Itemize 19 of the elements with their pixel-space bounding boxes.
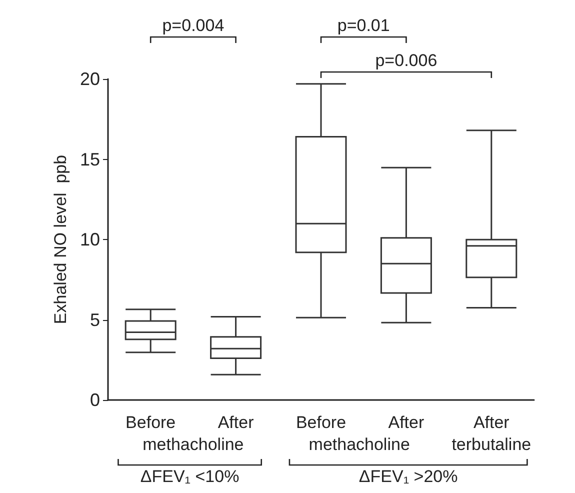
y-axis-title: Exhaled NO level ppb <box>51 154 70 324</box>
y-tick-label: 0 <box>90 390 100 410</box>
text: ΔFEV₁ <10% <box>140 467 240 486</box>
text: ΔFEV₁ >20% <box>358 467 458 486</box>
x-tick-label: After <box>473 413 510 432</box>
y-tick-label: 5 <box>90 310 100 330</box>
text: p=0.01 <box>337 16 390 35</box>
y-tick-label: 15 <box>80 149 100 170</box>
text: p=0.004 <box>162 16 224 35</box>
x-tick-label: Before <box>126 413 176 432</box>
text: p=0.006 <box>375 51 438 70</box>
y-tick-label: 10 <box>80 230 100 250</box>
x-tick-label: After <box>388 413 424 432</box>
y-tick-label: 20 <box>80 69 100 89</box>
text: methacholine <box>308 435 410 454</box>
x-tick-label: Before <box>296 413 346 432</box>
text: terbutaline <box>452 435 532 454</box>
text: methacholine <box>142 435 244 454</box>
x-tick-label: After <box>218 413 254 432</box>
